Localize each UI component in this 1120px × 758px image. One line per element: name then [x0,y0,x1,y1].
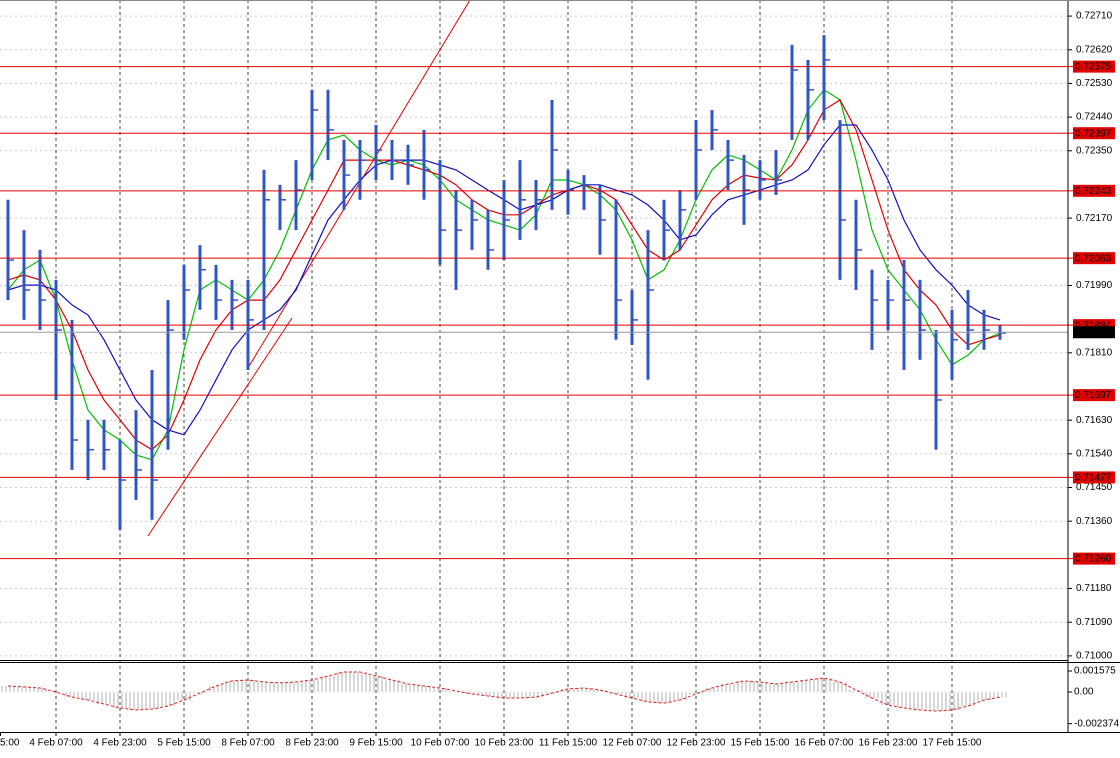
x-tick-label: 17 Feb 15:00 [923,738,982,749]
x-tick-label: 4 Feb 07:00 [29,738,83,749]
level-label: 0.72243 [1075,186,1112,197]
level-label: 0.72397 [1075,128,1112,139]
x-tick-label: 9 Feb 15:00 [349,738,403,749]
x-tick-label: 5 Feb 15:00 [157,738,211,749]
last-price-label: 0.71865 [1075,327,1112,338]
y-tick-label: 0.72530 [1076,78,1113,89]
y-tick-label: 0.72710 [1076,11,1113,22]
x-tick-label: 8 Feb 23:00 [285,738,339,749]
y-tick-label: -0.002374 [1074,718,1119,729]
trend-line [147,317,293,537]
y-tick-label: 0.00 [1074,687,1094,698]
y-tick-label: 0.71810 [1076,347,1113,358]
y-tick-label: 0.001575 [1074,666,1116,677]
oscillator-panel [1,671,1007,712]
y-tick-label: 0.71630 [1076,415,1113,426]
level-label: 0.71260 [1075,554,1112,565]
x-tick-label: 10 Feb 23:00 [475,738,534,749]
level-label-box [1073,389,1115,402]
y-tick-label: 0.71540 [1076,448,1113,459]
level-label-box [1073,252,1115,265]
x-tick-label: 15 Feb 15:00 [731,738,790,749]
x-tick-label: 4 Feb 23:00 [93,738,147,749]
x-tick-label: 16 Feb 07:00 [795,738,854,749]
y-tick-label: 0.71990 [1076,280,1113,291]
level-label-box [1073,552,1115,565]
level-label-box [1073,127,1115,140]
x-tick-label: 5:00 [0,738,20,749]
level-label-box [1073,184,1115,197]
y-tick-label: 0.72350 [1076,145,1113,156]
x-tick-label: 16 Feb 23:00 [859,738,918,749]
price-panel [0,0,1068,560]
y-tick-label: 0.71000 [1076,651,1113,662]
level-label-box [1073,60,1115,73]
grid [0,0,1068,732]
y-tick-label: 0.71180 [1076,583,1112,594]
x-tick-label: 11 Feb 15:00 [539,738,598,749]
signal-line [7,671,1001,712]
y-tick-label: 0.72440 [1076,112,1113,123]
level-label: 0.72575 [1075,62,1112,73]
x-tick-label: 10 Feb 07:00 [411,738,470,749]
level-label: 0.71884 [1075,320,1112,331]
y-tick-label: 0.71360 [1076,516,1113,527]
y-tick-label: 0.71450 [1076,482,1113,493]
level-label: 0.72063 [1075,253,1112,264]
x-tick-label: 8 Feb 07:00 [221,738,275,749]
level-label: 0.71477 [1075,473,1112,484]
level-label: 0.71697 [1075,390,1112,401]
level-label-box [1073,471,1115,484]
last-price-box [1073,326,1115,339]
y-tick-label: 0.72170 [1076,213,1113,224]
x-tick-label: 12 Feb 23:00 [667,738,726,749]
x-tick-label: 12 Feb 07:00 [603,738,662,749]
y-tick-label: 0.71090 [1076,617,1113,628]
y-tick-label: 0.72620 [1076,44,1113,55]
